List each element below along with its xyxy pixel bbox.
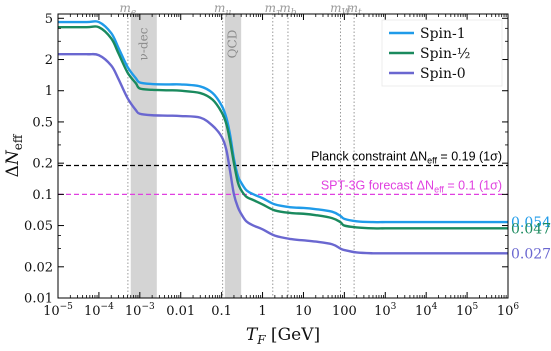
mass-marker-label-0: me bbox=[120, 1, 137, 18]
mass-marker-label-2: mτ bbox=[265, 1, 282, 18]
legend-label-0: Spin-1 bbox=[420, 26, 466, 42]
band-layer: ν-dec QCD bbox=[130, 14, 242, 298]
x-axis-title: TF [GeV] bbox=[246, 325, 320, 347]
y-tick-label-7: 2 bbox=[45, 53, 53, 68]
x-tick-label-9: 104 bbox=[415, 302, 438, 319]
x-tick-label-3: 0.01 bbox=[166, 304, 195, 319]
constraint-label-0: Planck constraint ΔNeff = 0.19 (1σ) bbox=[311, 149, 502, 165]
series-line-2 bbox=[57, 52, 508, 255]
axis-ticks: 10−5 10−4 10−3 0.01 0.1 1 10 100 103 104 105 106 0.0… bbox=[24, 12, 519, 319]
axis-labels: TF [GeV] ΔNeff bbox=[3, 133, 320, 347]
band-label-0: ν-dec bbox=[136, 27, 150, 60]
y-tick-label-3: 0.1 bbox=[32, 188, 53, 203]
band-label-1: QCD bbox=[226, 30, 240, 59]
mass-marker-label-5: mt bbox=[347, 1, 362, 18]
x-tick-label-10: 105 bbox=[456, 302, 479, 319]
mass-marker-label-3: mb bbox=[279, 1, 296, 18]
x-tick-label-6: 10 bbox=[295, 304, 312, 319]
x-tick-label-4: 0.1 bbox=[211, 304, 232, 319]
y-tick-label-2: 0.05 bbox=[24, 219, 53, 234]
legend-label-1: Spin-½ bbox=[420, 46, 470, 62]
series-line-0 bbox=[58, 20, 508, 224]
constraint-label-1: SPT-3G forecast ΔNeff = 0.1 (1σ) bbox=[321, 178, 502, 194]
x-tick-label-7: 100 bbox=[332, 304, 357, 319]
legend-label-2: Spin-0 bbox=[420, 66, 466, 82]
series-layer bbox=[57, 20, 508, 255]
end-value-label-1: 0.047 bbox=[511, 221, 551, 237]
band-0 bbox=[130, 14, 157, 298]
y-tick-label-4: 0.2 bbox=[32, 157, 53, 172]
constraint-line-layer: Planck constraint ΔNeff = 0.19 (1σ) SPT-3… bbox=[58, 149, 508, 195]
y-tick-label-8: 5 bbox=[45, 12, 53, 27]
x-tick-label-0: 10−5 bbox=[43, 302, 73, 319]
end-value-label-2: 0.027 bbox=[511, 246, 551, 262]
series-line-1 bbox=[58, 25, 508, 230]
y-tick-label-1: 0.02 bbox=[24, 260, 53, 275]
plot-frame bbox=[57, 13, 509, 299]
x-tick-label-8: 103 bbox=[374, 302, 397, 319]
x-tick-label-11: 106 bbox=[497, 302, 520, 319]
y-tick-label-0: 0.01 bbox=[24, 292, 53, 307]
mass-marker-label-4: mW bbox=[330, 1, 351, 18]
x-tick-label-1: 10−4 bbox=[84, 302, 114, 319]
mass-marker-label-1: mμ bbox=[214, 1, 231, 18]
y-tick-label-6: 1 bbox=[45, 84, 53, 99]
legend: Spin-1 Spin-½ Spin-0 bbox=[381, 19, 503, 87]
x-tick-label-2: 10−3 bbox=[125, 302, 155, 319]
x-tick-label-5: 1 bbox=[258, 304, 266, 319]
y-axis-title: ΔNeff bbox=[3, 133, 25, 177]
y-tick-label-5: 0.5 bbox=[32, 115, 53, 130]
end-value-label-0: 0.054 bbox=[511, 215, 551, 231]
